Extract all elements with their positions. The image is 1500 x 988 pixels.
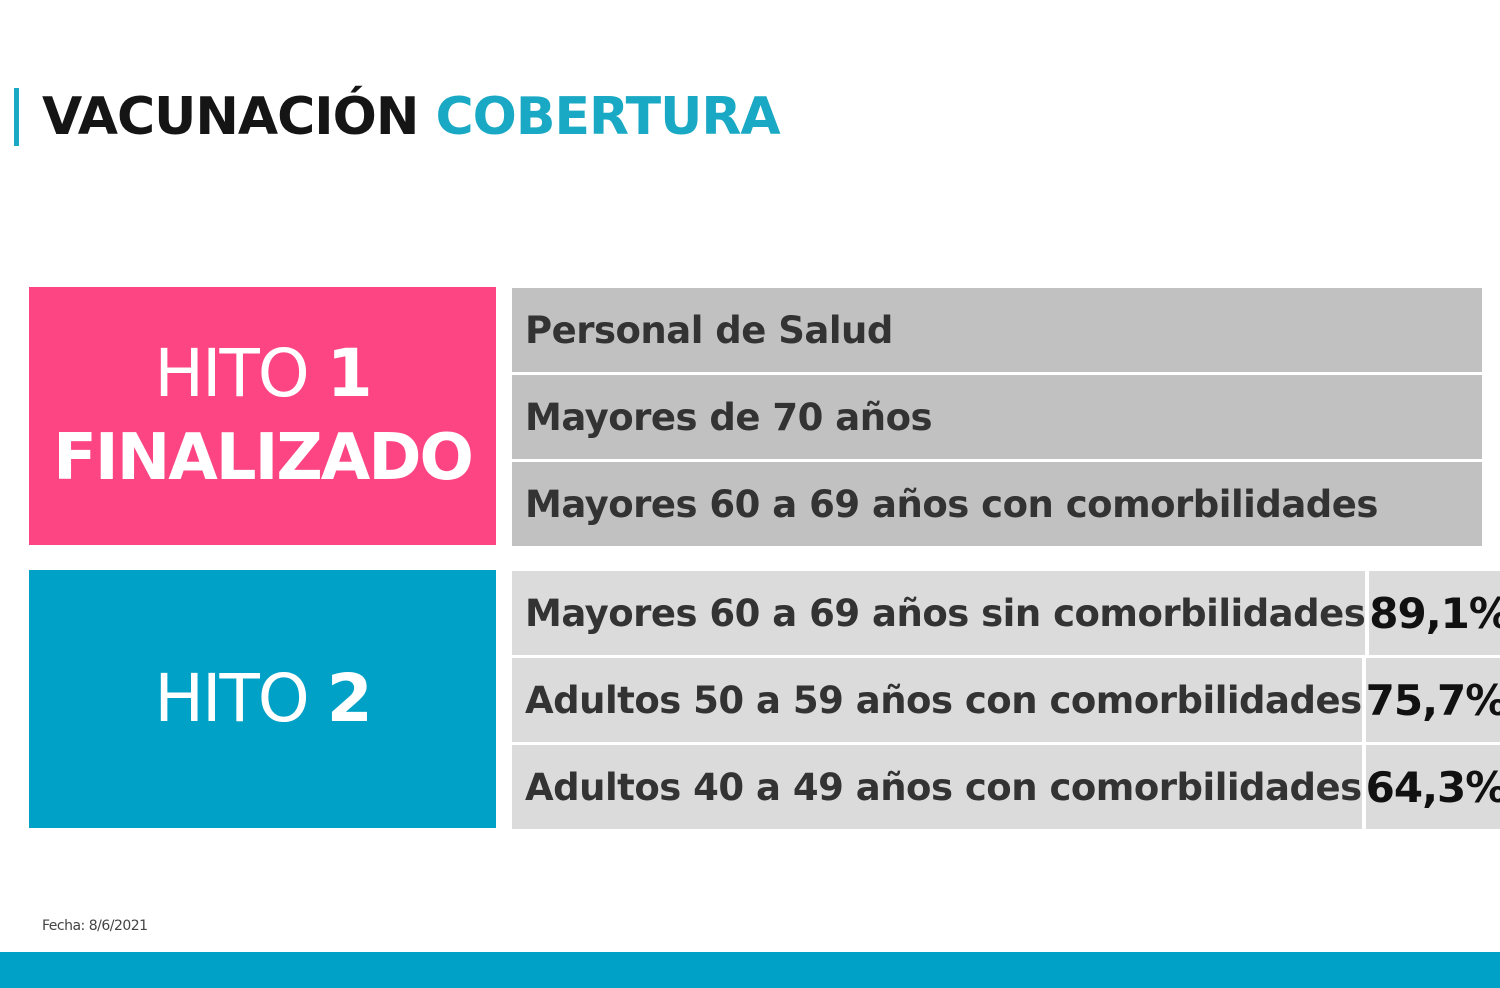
- group-label: Mayores de 70 años: [525, 395, 933, 439]
- group-label: Personal de Salud: [525, 308, 893, 352]
- hito-1-block: HITO 1 FINALIZADO: [29, 287, 496, 545]
- group-row: Adultos 40 a 49 años con comorbilidades …: [512, 745, 1500, 829]
- hito-2-heading: HITO 2: [154, 657, 373, 741]
- group-row: Mayores 60 a 69 años con comorbilidades: [512, 462, 1482, 546]
- hito-2-word: HITO: [154, 660, 309, 737]
- title-accent: COBERTURA: [435, 87, 780, 147]
- hito-1-heading: HITO 1: [154, 332, 373, 416]
- group-row: Mayores de 70 años: [512, 375, 1482, 459]
- coverage-percent: 64,3%: [1365, 745, 1500, 829]
- page-title: VACUNACIÓN COBERTURA: [42, 84, 781, 150]
- hito-2-number: 2: [326, 660, 373, 737]
- hito-1-groups: Personal de Salud Mayores de 70 años May…: [512, 288, 1482, 546]
- date-note: Fecha: 8/6/2021: [42, 918, 148, 934]
- group-row: Personal de Salud: [512, 288, 1482, 372]
- coverage-percent: 75,7%: [1365, 658, 1500, 742]
- hito-1-word: HITO: [154, 335, 309, 412]
- hito-2-block: HITO 2: [29, 570, 496, 828]
- group-label: Mayores 60 a 69 años sin comorbilidades: [512, 571, 1366, 655]
- group-row: Adultos 50 a 59 años con comorbilidades …: [512, 658, 1500, 742]
- hito-1-number: 1: [326, 335, 373, 412]
- title-accent-bar: [14, 88, 19, 146]
- coverage-percent: 89,1%: [1369, 571, 1500, 655]
- footer-bar: [0, 952, 1500, 988]
- hito-1-status: FINALIZADO: [53, 421, 474, 495]
- title-main: VACUNACIÓN: [42, 87, 419, 147]
- group-label: Adultos 50 a 59 años con comorbilidades: [512, 658, 1362, 742]
- group-row: Mayores 60 a 69 años sin comorbilidades …: [512, 571, 1500, 655]
- hito-2-groups: Mayores 60 a 69 años sin comorbilidades …: [512, 571, 1500, 829]
- group-label: Mayores 60 a 69 años con comorbilidades: [525, 482, 1378, 526]
- group-label: Adultos 40 a 49 años con comorbilidades: [512, 745, 1362, 829]
